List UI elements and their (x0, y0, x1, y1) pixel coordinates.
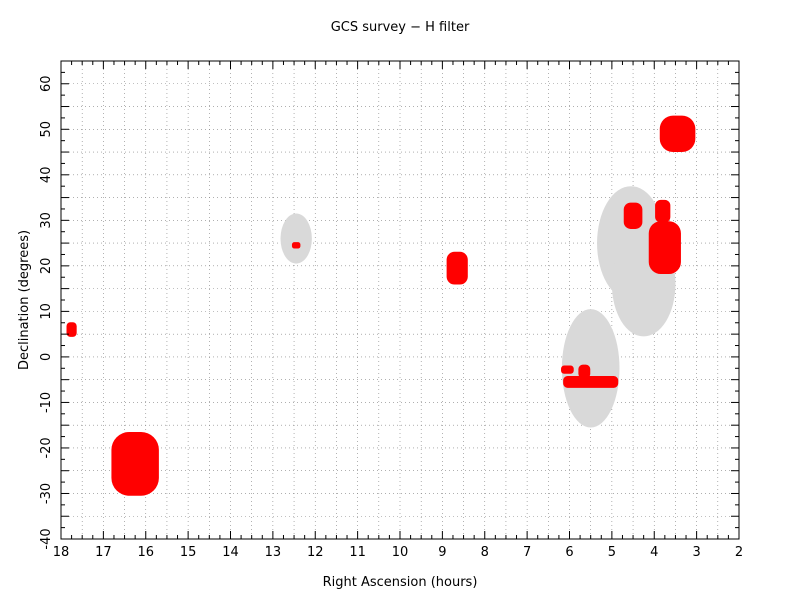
covered-field (111, 432, 159, 496)
y-axis-label: Declination (degrees) (17, 230, 32, 370)
covered-fields (66, 115, 696, 496)
x-tick-label: 14 (222, 545, 239, 560)
x-axis-label: Right Ascension (hours) (323, 575, 478, 590)
covered-field (446, 251, 468, 285)
planned-region (280, 213, 312, 264)
tick-labels: 18 17 16 15 14 13 12 11 10 9 8 7 6 5 4 3 2 -40 -30 -20 -10 0 1… (39, 75, 743, 560)
x-tick-label: 10 (392, 545, 409, 560)
y-tick-label: 10 (39, 303, 54, 320)
covered-field (561, 365, 574, 374)
covered-field (578, 364, 591, 379)
x-tick-label: 3 (692, 545, 700, 560)
y-tick-label: 50 (39, 121, 54, 138)
y-tick-label: -40 (39, 528, 54, 549)
y-tick-label: 30 (39, 212, 54, 229)
chart-title: GCS survey − H filter (331, 20, 470, 35)
covered-field (291, 242, 301, 249)
x-tick-label: 12 (307, 545, 324, 560)
x-tick-label: 11 (349, 545, 366, 560)
x-tick-label: 9 (438, 545, 446, 560)
covered-field (655, 199, 671, 223)
x-tick-label: 16 (137, 545, 154, 560)
x-tick-label: 7 (523, 545, 531, 560)
planned-region (561, 309, 620, 428)
x-tick-label: 2 (735, 545, 743, 560)
y-tick-label: -10 (39, 392, 54, 413)
covered-field (623, 202, 643, 229)
x-tick-label: 18 (53, 545, 70, 560)
y-tick-label: 20 (39, 258, 54, 275)
x-tick-label: 5 (608, 545, 616, 560)
x-tick-label: 8 (481, 545, 489, 560)
covered-field (659, 115, 696, 153)
y-tick-label: -20 (39, 437, 54, 458)
planned-regions (280, 186, 676, 428)
y-tick-label: -30 (39, 483, 54, 504)
x-tick-label: 17 (95, 545, 112, 560)
plot-frame (60, 60, 740, 540)
covered-field (648, 221, 681, 275)
y-tick-label: 40 (39, 167, 54, 184)
x-tick-label: 6 (565, 545, 573, 560)
y-tick-label: 0 (39, 353, 54, 361)
covered-field (563, 376, 619, 388)
x-tick-label: 4 (650, 545, 658, 560)
y-tick-label: 60 (39, 75, 54, 92)
covered-field (66, 322, 77, 337)
x-tick-label: 13 (265, 545, 282, 560)
x-tick-label: 15 (180, 545, 197, 560)
